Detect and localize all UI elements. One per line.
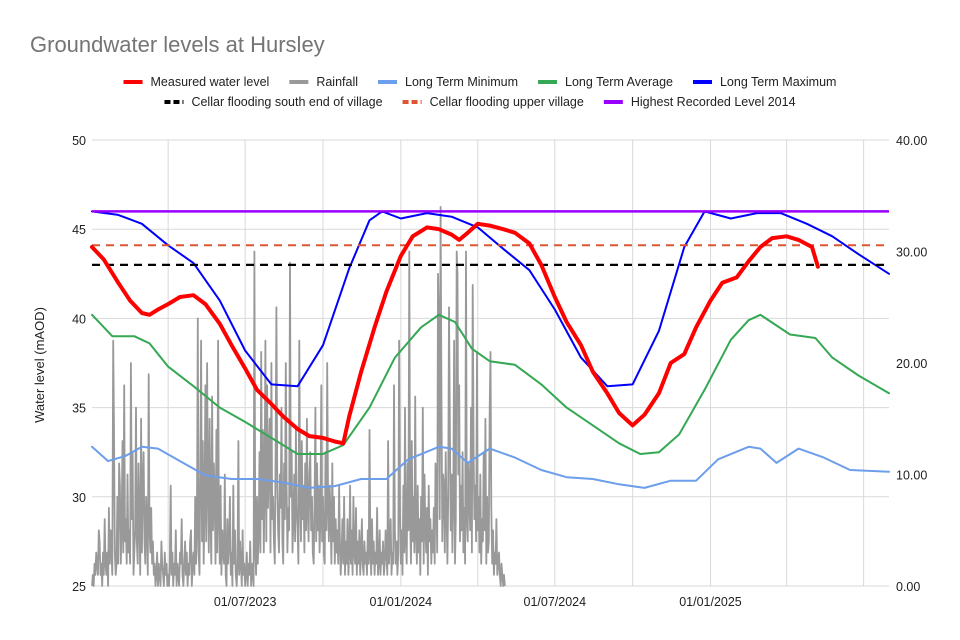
rainfall-series (91, 205, 506, 587)
y-tick-label: 35 (72, 402, 86, 416)
y2-tick-label: 10.00 (896, 469, 927, 483)
grid (92, 139, 889, 587)
long-term-maximum-line (91, 210, 890, 388)
y-tick-label: 50 (72, 134, 86, 148)
x-tick-label: 01/07/2023 (214, 595, 277, 609)
axes: 50 45 40 35 30 25 40.00 30.00 20.00 10.00 0.00 01/0… (72, 134, 927, 609)
legend-label-highest-recorded-level-2014: Highest Recorded Level 2014 (631, 95, 796, 109)
legend-label-measured-water-level: Measured water level (151, 75, 270, 89)
legend: Measured water level Rainfall Long Term Mi… (123, 75, 836, 109)
legend-label-cellar-flooding-south-end-of-village: Cellar flooding south end of village (191, 95, 382, 109)
y2-tick-label: 30.00 (896, 246, 927, 260)
chart-title: Groundwater levels at Hursley (30, 32, 325, 57)
legend-label-long-term-minimum: Long Term Minimum (405, 75, 518, 89)
legend-label-long-term-maximum: Long Term Maximum (720, 75, 836, 89)
y2-tick-label: 0.00 (896, 580, 920, 594)
legend-label-long-term-average: Long Term Average (565, 75, 673, 89)
y2-tick-label: 20.00 (896, 357, 927, 371)
y-tick-label: 45 (72, 223, 86, 237)
measured-water-level-line (90, 221, 820, 446)
long-term-average-line (91, 313, 890, 455)
y-axis-title: Water level (mAOD) (32, 307, 47, 423)
y-tick-label: 30 (72, 491, 86, 505)
x-tick-label: 01/01/2025 (679, 595, 742, 609)
y-tick-label: 25 (72, 580, 86, 594)
long-term-minimum-line (91, 445, 890, 489)
y-tick-label: 40 (72, 312, 86, 326)
y2-tick-label: 40.00 (896, 134, 927, 148)
rainfall-line (91, 205, 506, 587)
legend-label-rainfall: Rainfall (316, 75, 358, 89)
x-tick-label: 01/07/2024 (524, 595, 587, 609)
line-series (90, 210, 890, 489)
x-tick-label: 01/01/2024 (370, 595, 433, 609)
legend-label-cellar-flooding-upper-village: Cellar flooding upper village (430, 95, 584, 109)
